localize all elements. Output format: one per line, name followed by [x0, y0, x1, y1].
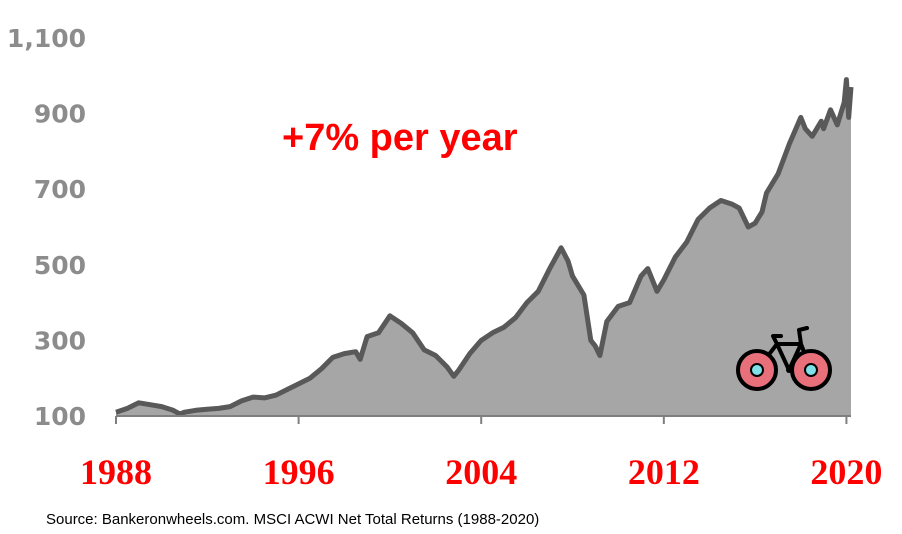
x-tick-label: 2012: [628, 452, 700, 492]
y-tick-label: 500: [34, 251, 86, 280]
source-note: Source: Bankeronwheels.com. MSCI ACWI Ne…: [46, 511, 539, 528]
plot-area: [115, 77, 854, 417]
x-axis-ticks: 1988 1996 2004 2012 2020: [80, 416, 882, 492]
x-tick-label: 2004: [445, 452, 517, 492]
series-area: [116, 79, 851, 416]
y-tick-label: 300: [34, 326, 86, 355]
y-tick-label: 700: [34, 175, 86, 204]
x-tick-label: 1988: [80, 452, 152, 492]
y-tick-label: 900: [34, 100, 86, 129]
y-tick-label: 100: [34, 402, 86, 431]
x-tick-label: 1996: [263, 452, 335, 492]
x-tick-label: 2020: [810, 452, 882, 492]
y-axis-ticks: 100 300 500 700 900 1,100: [7, 24, 86, 431]
growth-annotation: +7% per year: [282, 117, 518, 159]
y-tick-label: 1,100: [7, 24, 86, 53]
bicycle-icon: [736, 326, 832, 391]
series-line: [115, 77, 854, 417]
